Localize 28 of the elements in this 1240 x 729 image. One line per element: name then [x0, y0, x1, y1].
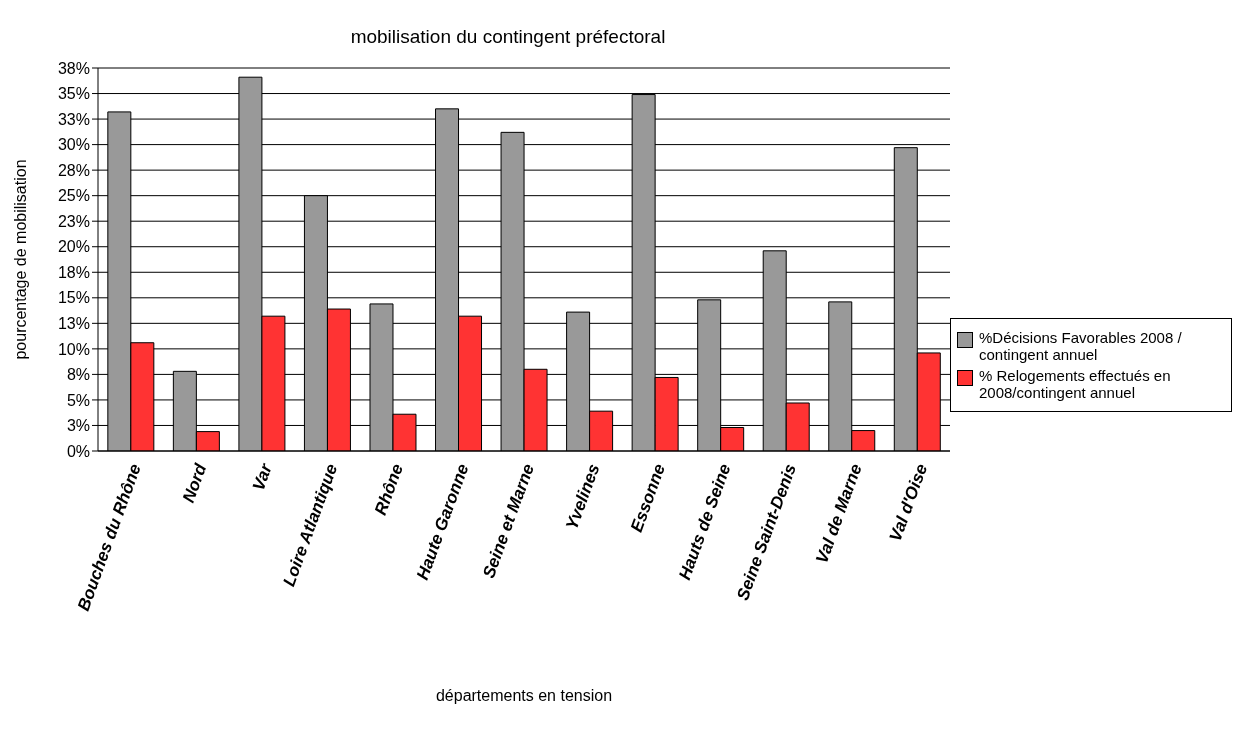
y-tick-label: 8%: [66, 366, 90, 384]
x-tick-label: Nord: [178, 460, 211, 506]
legend-label: %Décisions Favorables 2008 / contingent annuel: [979, 328, 1183, 363]
x-tick-label: Hauts de Seine: [675, 461, 735, 583]
y-tick-label: 0%: [66, 442, 90, 460]
y-axis-title: pourcentage de mobilisation: [11, 159, 29, 360]
y-tick-label: 38%: [57, 59, 90, 77]
y-tick-label: 15%: [57, 289, 90, 307]
x-tick-label: Val d'Oise: [885, 461, 932, 544]
y-tick-label: 18%: [57, 263, 90, 281]
x-axis-title: départements en tension: [435, 687, 613, 704]
x-tick-label: Seine et Marne: [479, 461, 538, 581]
x-tick-label: Val de Marne: [812, 461, 866, 566]
y-tick-label: 3%: [66, 417, 90, 435]
x-tick-label: Rhône: [370, 461, 407, 518]
y-tick-label: 13%: [57, 315, 90, 333]
chart-title: mobilisation du contingent préfectoral: [349, 26, 667, 48]
y-tick-label: 30%: [57, 136, 90, 154]
y-tick-label: 25%: [57, 187, 90, 205]
y-tick-label: 23%: [57, 212, 90, 230]
y-tick-label: 35%: [57, 85, 90, 103]
y-tick-label: 20%: [57, 238, 90, 256]
y-tick-label: 33%: [57, 110, 90, 128]
y-tick-label: 5%: [66, 391, 90, 409]
y-tick-label: 10%: [57, 340, 90, 358]
y-tick-label: 28%: [57, 161, 90, 179]
x-tick-label: Var: [248, 460, 277, 494]
legend-label: % Relogements effectués en 2008/contingent annuel: [979, 366, 1172, 401]
